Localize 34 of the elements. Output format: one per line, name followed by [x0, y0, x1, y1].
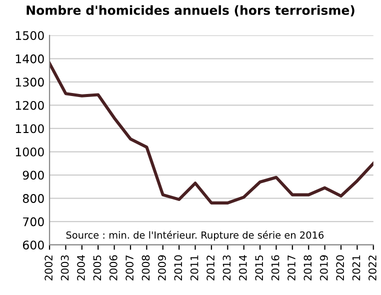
y-tick-label: 1000	[16, 147, 44, 156]
chart-title: Nombre d'homicides annuels (hors terrorisme)	[26, 5, 354, 16]
x-tick-label: 2006	[109, 255, 118, 280]
annotation: Source : min. de l'Intérieur. Rupture de série en 2016	[66, 230, 324, 241]
x-tick-label: 2013	[222, 255, 231, 280]
y-tick-label: 1500	[16, 31, 44, 40]
y-tick-label: 800	[22, 194, 44, 203]
y-tick-label: 600	[22, 240, 44, 250]
x-tick-label: 2007	[126, 255, 134, 280]
y-tick-label: 700	[23, 217, 44, 226]
x-tick-label: 2012	[206, 256, 214, 280]
x-tick-label: 2014	[238, 255, 247, 280]
x-tick-label: 2017	[288, 255, 296, 280]
x-tick-label: 2015	[255, 255, 264, 280]
x-tick-label: 2022	[368, 256, 376, 280]
x-tick-label: 2004	[77, 255, 85, 280]
y-tick-label: 1300	[16, 78, 44, 87]
x-tick-label: 2011	[190, 256, 198, 280]
x-tick-label: 2021	[352, 256, 360, 280]
x-tick-label: 2010	[174, 255, 182, 280]
x-tick-label: 2005	[93, 255, 102, 280]
line-series	[50, 62, 374, 204]
y-tick-label: 900	[22, 170, 44, 180]
x-tick-label: 2008	[142, 255, 150, 280]
y-tick-label: 1100	[16, 124, 44, 134]
y-tick-label: 1400	[16, 54, 44, 64]
x-tick-label: 2003	[60, 255, 69, 280]
x-tick-label: 2016	[271, 255, 280, 280]
x-tick-label: 2018	[304, 255, 312, 280]
x-tick-label: 2020	[336, 255, 344, 280]
x-tick-label: 2019	[320, 255, 328, 280]
x-tick-label: 2009	[158, 255, 166, 280]
y-tick-label: 1200	[16, 100, 44, 110]
x-tick-label: 2002	[44, 256, 53, 280]
